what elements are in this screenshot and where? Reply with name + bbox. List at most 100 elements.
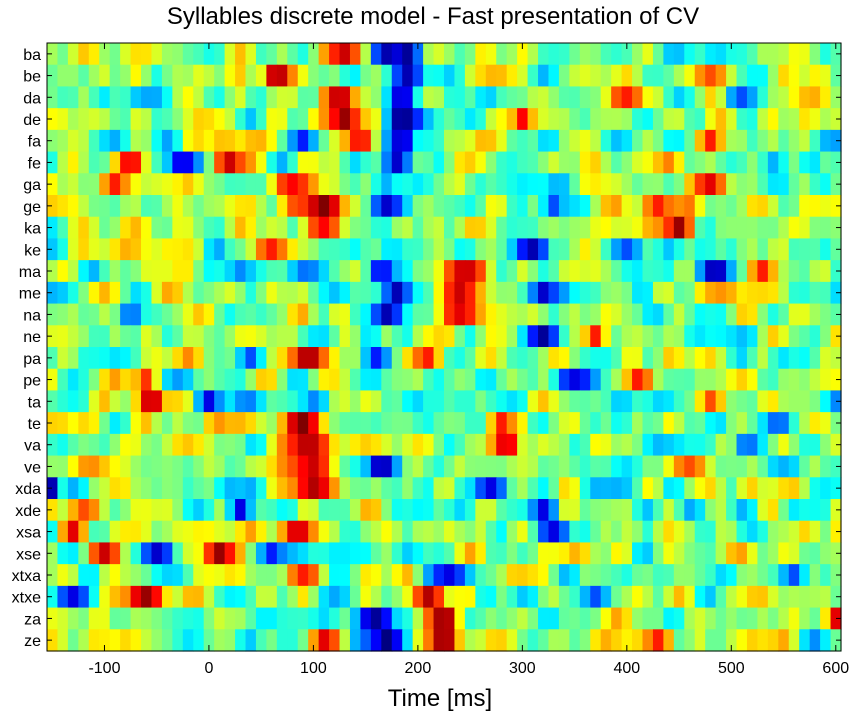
heatmap-cell [130, 86, 142, 109]
heatmap-cell [485, 216, 497, 240]
heatmap-cell [109, 238, 121, 261]
heatmap-cell [245, 173, 257, 196]
heatmap-cell [339, 477, 351, 500]
heatmap-cell [120, 564, 132, 587]
heatmap-cell [318, 585, 330, 609]
heatmap-cell [799, 260, 811, 283]
heatmap-cell [203, 281, 215, 305]
heatmap-cell [517, 303, 529, 326]
heatmap-cell [360, 86, 372, 109]
heatmap-cell [517, 325, 529, 348]
heatmap-cell [57, 390, 69, 413]
heatmap-cell [788, 216, 800, 240]
heatmap-cell [391, 542, 403, 565]
heatmap-cell [339, 607, 351, 630]
heatmap-cell [412, 564, 424, 587]
heatmap-cell [297, 216, 309, 240]
heatmap-cell [569, 564, 581, 587]
heatmap-cell [67, 64, 79, 88]
heatmap-cell [224, 520, 236, 544]
heatmap-cell [109, 281, 121, 305]
heatmap-cell [360, 477, 372, 500]
heatmap-cell [297, 607, 309, 630]
heatmap-cell [391, 499, 403, 522]
y-tick-label: xda [15, 481, 41, 498]
heatmap-cell [245, 347, 257, 370]
heatmap-cell [663, 390, 675, 413]
heatmap-cell [475, 238, 487, 261]
heatmap-cell [767, 433, 779, 457]
heatmap-cell [757, 542, 769, 565]
heatmap-cell [78, 347, 90, 370]
heatmap-cell [161, 64, 173, 88]
heatmap-cell [235, 390, 247, 413]
heatmap-cell [349, 564, 362, 587]
heatmap-cell [402, 433, 414, 457]
heatmap-cell [370, 347, 382, 370]
heatmap-cell [444, 173, 456, 196]
heatmap-cell [193, 43, 205, 66]
heatmap-cell [193, 629, 205, 652]
heatmap-cell [485, 412, 497, 435]
heatmap-cell [276, 43, 288, 66]
heatmap-cell [412, 607, 424, 630]
heatmap-cell [245, 86, 257, 109]
heatmap-cell [141, 64, 153, 88]
heatmap-cell [652, 173, 664, 196]
heatmap-cell [276, 238, 288, 261]
heatmap-cell [349, 173, 362, 196]
heatmap-cell [757, 499, 769, 522]
heatmap-cell [538, 520, 550, 544]
heatmap-cell [736, 303, 748, 326]
heatmap-cell [642, 216, 654, 240]
heatmap-cell [611, 347, 623, 370]
heatmap-cell [182, 195, 194, 218]
heatmap-cell [235, 542, 247, 565]
heatmap-cell [506, 455, 518, 478]
heatmap-cell [778, 368, 790, 392]
heatmap-cell [736, 238, 748, 261]
heatmap-cell [757, 564, 769, 587]
heatmap-cell [726, 86, 738, 109]
heatmap-cell [193, 151, 205, 174]
heatmap-cell [809, 303, 821, 326]
heatmap-cell [412, 129, 424, 153]
heatmap-cell [161, 412, 173, 435]
heatmap-cell [663, 173, 675, 196]
heatmap-cell [130, 108, 142, 131]
heatmap-cell [266, 216, 278, 240]
heatmap-cell [433, 64, 445, 88]
heatmap-cell [433, 281, 445, 305]
heatmap-cell [423, 499, 435, 522]
heatmap-cell [517, 281, 529, 305]
heatmap-cell [746, 455, 759, 478]
heatmap-cell [621, 499, 633, 522]
heatmap-cell [444, 368, 456, 392]
heatmap-cell [172, 390, 184, 413]
heatmap-cell [757, 195, 769, 218]
heatmap-cell [778, 607, 790, 630]
heatmap-cell [767, 86, 779, 109]
heatmap-cell [120, 629, 132, 652]
heatmap-cell [224, 303, 236, 326]
heatmap-cell [548, 195, 560, 218]
heatmap-cell [193, 281, 205, 305]
heatmap-cell [235, 629, 247, 652]
heatmap-cell [151, 585, 163, 609]
heatmap-cell [245, 542, 257, 565]
heatmap-cell [423, 368, 435, 392]
heatmap-cell [109, 390, 121, 413]
heatmap-cell [120, 238, 132, 261]
heatmap-cell [579, 368, 591, 392]
heatmap-cell [308, 43, 320, 66]
heatmap-cell [632, 216, 644, 240]
heatmap-cell [67, 412, 79, 435]
heatmap-cell [569, 607, 581, 630]
heatmap-cell [88, 108, 100, 131]
heatmap-cell [475, 347, 487, 370]
heatmap-cell [632, 455, 644, 478]
heatmap-cell [757, 629, 769, 652]
heatmap-cell [652, 433, 664, 457]
heatmap-cell [423, 216, 435, 240]
heatmap-cell [652, 151, 664, 174]
